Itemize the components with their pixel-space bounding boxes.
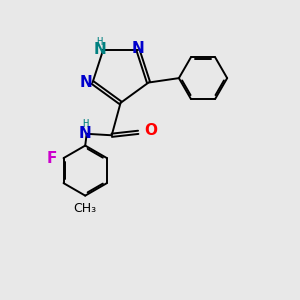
Text: H: H	[82, 118, 88, 128]
Text: N: N	[80, 75, 92, 90]
Text: O: O	[144, 123, 157, 138]
Text: N: N	[79, 126, 92, 141]
Text: H: H	[97, 37, 103, 47]
Text: N: N	[131, 41, 144, 56]
Text: CH₃: CH₃	[74, 202, 97, 215]
Text: N: N	[93, 42, 106, 57]
Text: F: F	[47, 151, 57, 166]
